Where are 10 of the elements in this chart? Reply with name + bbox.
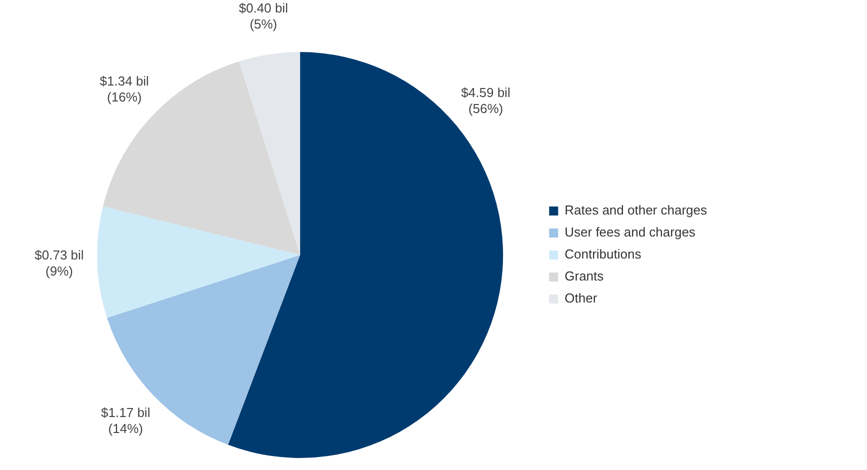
legend-label: Other [564, 290, 598, 306]
data-label: $1.34 bil (16%) [100, 74, 150, 105]
legend-label: Contributions [564, 246, 642, 262]
data-label: $4.59 bil (56%) [461, 84, 510, 116]
legend-label: Rates and other charges [564, 202, 708, 218]
data-label: $1.17 bil (14%) [101, 404, 150, 436]
data-label: $0.73 bil (9%) [34, 247, 84, 278]
legend-label: User fees and charges [564, 224, 696, 240]
legend-label: Grants [564, 268, 604, 284]
data-label: $0.40 bil (5%) [238, 0, 288, 32]
